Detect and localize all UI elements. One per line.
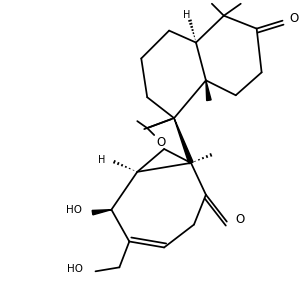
Text: HO: HO [67, 264, 82, 274]
Polygon shape [174, 118, 193, 164]
Text: HO: HO [66, 205, 82, 215]
Text: H: H [183, 10, 191, 20]
Text: O: O [157, 135, 166, 148]
Text: O: O [290, 12, 299, 25]
Text: H: H [98, 155, 105, 165]
Text: O: O [236, 213, 245, 226]
Polygon shape [92, 210, 111, 215]
Polygon shape [206, 80, 211, 101]
